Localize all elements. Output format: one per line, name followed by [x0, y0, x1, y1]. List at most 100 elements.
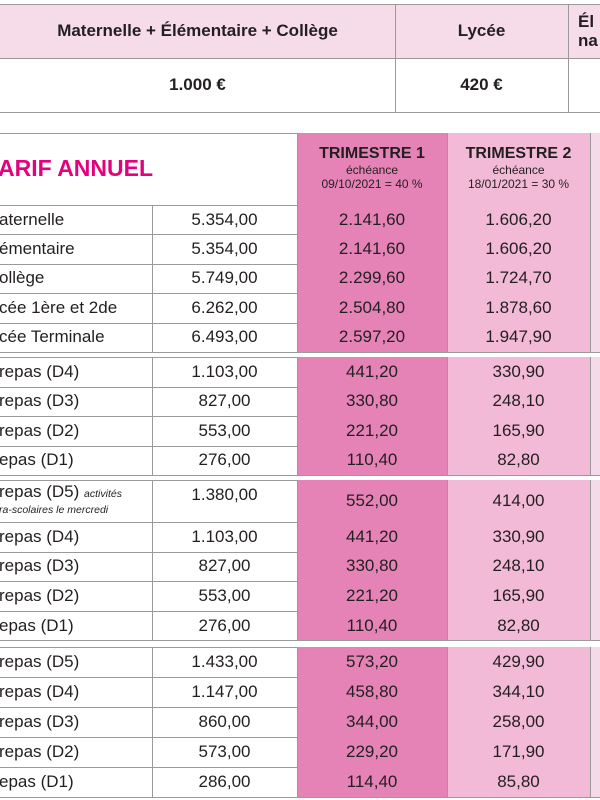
- rule: [590, 480, 591, 641]
- installment: 85,80: [497, 772, 540, 791]
- column-bg: [447, 205, 590, 235]
- rule: [297, 480, 298, 641]
- annual-total: 553,00: [198, 420, 251, 440]
- column-bg: [447, 677, 590, 707]
- header-title: TRIMESTRE 2: [465, 145, 572, 162]
- column-bg: [590, 322, 600, 352]
- installment: 171,90: [492, 742, 545, 761]
- installment: 248,10: [492, 391, 545, 411]
- price: 420 €: [460, 75, 503, 94]
- annual-total: 827,00: [198, 391, 251, 411]
- column-bg: [590, 522, 600, 552]
- column-header: Maternelle + Élémentaire + Collège: [57, 21, 338, 40]
- price: 1.000 €: [169, 75, 226, 94]
- installment: 110,40: [346, 450, 398, 470]
- rule: [395, 4, 396, 112]
- header-subtitle: échéance: [345, 163, 399, 177]
- annual-total: 5.354,00: [191, 239, 258, 259]
- period-header: TRIMESTRE 1 échéance 09/10/2021 = 40 %: [297, 133, 447, 205]
- column-bg: [590, 263, 600, 294]
- column-header: Lycée: [457, 21, 506, 40]
- annual-total: 6.262,00: [191, 297, 258, 317]
- column-bg: [590, 445, 600, 475]
- annual-total: 5.749,00: [191, 268, 258, 288]
- column-bg: [590, 581, 600, 611]
- rule: [0, 797, 600, 798]
- installment: 429,90: [492, 652, 545, 671]
- column-bg: [590, 737, 600, 767]
- annual-total: 5.354,00: [191, 209, 258, 229]
- column-bg: [297, 205, 447, 235]
- column-bg: [297, 133, 447, 205]
- row-label: repas (D2): [0, 742, 80, 761]
- column-bg: [447, 522, 590, 552]
- column-bg: [297, 737, 447, 767]
- column-bg: [297, 551, 447, 582]
- column-bg: [447, 707, 590, 737]
- column-bg: [297, 322, 447, 352]
- installment: 441,20: [346, 361, 398, 381]
- annual-total: 286,00: [198, 772, 251, 791]
- rule: [152, 205, 153, 352]
- column-bg: [590, 133, 600, 205]
- column-bg: [297, 610, 447, 641]
- column-bg: [447, 610, 590, 641]
- installment: 82,80: [497, 450, 540, 470]
- column-bg: [297, 707, 447, 737]
- table-title: ARIF ANNUEL: [0, 155, 154, 181]
- installment: 330,80: [346, 556, 398, 576]
- column-bg: [590, 767, 600, 797]
- rule: [447, 205, 448, 352]
- annual-total: 276,00: [198, 450, 251, 470]
- installment: 458,80: [346, 682, 398, 701]
- row-label: aternelle: [0, 209, 65, 229]
- rule: [0, 4, 600, 5]
- column-bg: [447, 357, 590, 387]
- column-bg: [297, 263, 447, 294]
- column-bg: [297, 480, 447, 522]
- rule: [590, 357, 591, 475]
- column-bg: [297, 234, 447, 264]
- column-header: Él na: [578, 4, 600, 58]
- row-label: repas (D2): [0, 420, 80, 440]
- installment: 2.141,60: [338, 209, 406, 229]
- header-due: 18/01/2021 = 30 %: [467, 177, 570, 191]
- rule: [447, 480, 448, 641]
- column-bg: [447, 551, 590, 582]
- column-bg: [447, 581, 590, 611]
- row-label: repas (D4): [0, 682, 80, 701]
- installment: 441,20: [346, 526, 398, 546]
- row-label: repas (D3): [0, 556, 80, 576]
- rule: [152, 647, 153, 797]
- header-line: Él: [578, 12, 595, 31]
- installment: 165,90: [492, 420, 545, 440]
- installment: 330,90: [492, 361, 545, 381]
- header-title: TRIMESTRE 1: [319, 145, 425, 162]
- note: activités: [84, 488, 122, 500]
- annual-total: 276,00: [198, 615, 251, 635]
- row-label: repas (D3): [0, 712, 80, 731]
- column-bg: [297, 581, 447, 611]
- row-label: ollège: [0, 268, 45, 288]
- row-label: epas (D1): [0, 615, 74, 635]
- rule: [0, 58, 600, 59]
- column-bg: [297, 357, 447, 387]
- installment: 1.878,60: [485, 297, 552, 317]
- rule: [0, 640, 600, 642]
- row-label: repas (D4): [0, 526, 80, 546]
- column-bg: [590, 357, 600, 387]
- annual-total: 1.147,00: [191, 682, 258, 701]
- column-bg: [447, 416, 590, 446]
- column-bg: [447, 480, 590, 522]
- rule: [297, 357, 298, 475]
- column-bg: [590, 416, 600, 446]
- column-bg: [447, 133, 590, 205]
- annual-total: 553,00: [198, 585, 251, 605]
- rule: [0, 352, 600, 353]
- column-bg: [447, 386, 590, 416]
- installment: 414,00: [492, 491, 545, 510]
- column-bg: [447, 767, 590, 797]
- annual-total: 1.103,00: [191, 526, 258, 546]
- installment: 221,20: [346, 585, 398, 605]
